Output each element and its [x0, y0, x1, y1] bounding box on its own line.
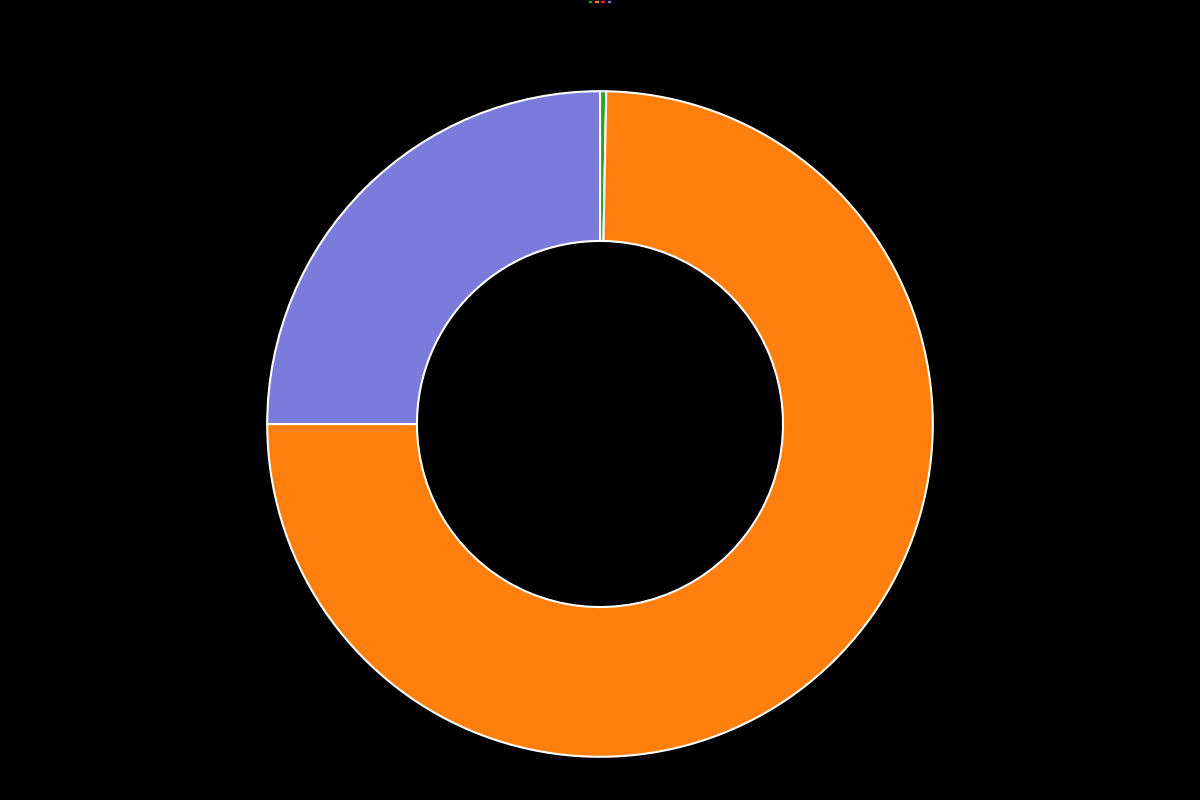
Wedge shape [268, 91, 600, 424]
Wedge shape [600, 91, 606, 241]
Wedge shape [268, 91, 932, 757]
Legend: , , , : , , , [588, 1, 612, 2]
